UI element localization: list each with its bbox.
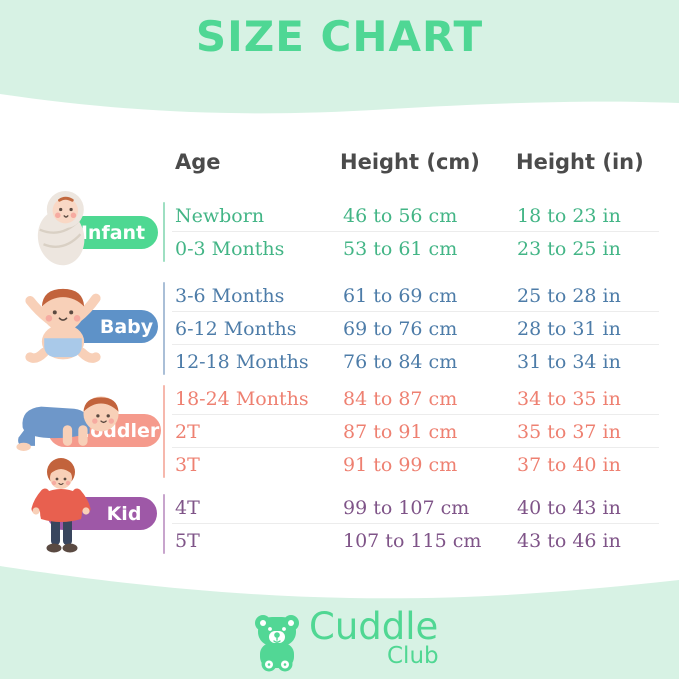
group-pill-label: Baby [99, 315, 154, 338]
column-header-height-cm: Height (cm) [340, 150, 480, 174]
size-row: 4T 99 to 107 cm 40 to 43 in [0, 491, 679, 524]
height-in-cell: 23 to 25 in [517, 237, 621, 260]
size-row: 5T 107 to 115 cm 43 to 46 in [0, 524, 679, 557]
height-cm-cell: 107 to 115 cm [343, 529, 482, 552]
height-cm-cell: 91 to 99 cm [343, 453, 458, 476]
size-row: 3T 91 to 99 cm 37 to 40 in [0, 448, 679, 481]
group-accent-line [163, 202, 165, 262]
teddy-bear-icon [250, 612, 306, 672]
size-group-baby: Baby 3-6 Months 61 to 69 cm 25 to 28 in 6-1… [0, 279, 679, 378]
toddler-crawling-illustration [8, 386, 128, 452]
height-cm-cell: 53 to 61 cm [343, 237, 458, 260]
age-cell: 3-6 Months [175, 284, 285, 307]
size-row: 2T 87 to 91 cm 35 to 37 in [0, 415, 679, 448]
height-cm-cell: 61 to 69 cm [343, 284, 458, 307]
brand-name: Cuddle [309, 605, 439, 648]
age-cell: 18-24 Months [175, 387, 309, 410]
height-in-cell: 18 to 23 in [517, 204, 621, 227]
size-rows-toddler: 18-24 Months 84 to 87 cm 34 to 35 in 2T 87 t… [0, 382, 679, 481]
age-cell: 6-12 Months [175, 317, 297, 340]
age-cell: 4T [175, 496, 200, 519]
height-in-cell: 35 to 37 in [517, 420, 621, 443]
age-cell: 2T [175, 420, 200, 443]
group-accent-line [163, 494, 165, 554]
size-row: 3-6 Months 61 to 69 cm 25 to 28 in [0, 279, 679, 312]
height-cm-cell: 87 to 91 cm [343, 420, 458, 443]
age-cell: 12-18 Months [175, 350, 309, 373]
size-rows-baby: 3-6 Months 61 to 69 cm 25 to 28 in 6-12 Mon… [0, 279, 679, 378]
height-cm-cell: 46 to 56 cm [343, 204, 458, 227]
group-pill-label: Kid [106, 502, 142, 525]
size-row: 12-18 Months 76 to 84 cm 31 to 34 in [0, 345, 679, 378]
height-cm-cell: 69 to 76 cm [343, 317, 458, 340]
size-group-infant: Infant Newborn 46 to 56 cm 18 to 23 in 0-3 … [0, 191, 679, 266]
size-row: 6-12 Months 69 to 76 cm 28 to 31 in [0, 312, 679, 345]
kid-standing-illustration [22, 457, 100, 561]
height-cm-cell: 76 to 84 cm [343, 350, 458, 373]
page-title: SIZE CHART [195, 12, 484, 61]
height-in-cell: 25 to 28 in [517, 284, 621, 307]
size-rows-kid: 4T 99 to 107 cm 40 to 43 in 5T 107 to 115 cm… [0, 491, 679, 557]
baby-arms-up-illustration [16, 279, 110, 367]
size-row: Newborn 46 to 56 cm 18 to 23 in [0, 199, 679, 232]
height-in-cell: 40 to 43 in [517, 496, 621, 519]
height-cm-cell: 84 to 87 cm [343, 387, 458, 410]
size-group-toddler: Toddler 18-24 Months 84 to 87 cm 34 to 35 … [0, 382, 679, 481]
column-header-height-in: Height (in) [516, 150, 644, 174]
height-in-cell: 34 to 35 in [517, 387, 621, 410]
height-in-cell: 37 to 40 in [517, 453, 621, 476]
size-row: 0-3 Months 53 to 61 cm 23 to 25 in [0, 232, 679, 265]
group-accent-line [163, 385, 165, 478]
size-rows-infant: Newborn 46 to 56 cm 18 to 23 in 0-3 Months 5… [0, 199, 679, 265]
brand-subname: Club [387, 643, 439, 669]
swaddled-infant-illustration [26, 186, 100, 270]
age-cell: 3T [175, 453, 200, 476]
height-cm-cell: 99 to 107 cm [343, 496, 470, 519]
age-cell: 5T [175, 529, 200, 552]
size-group-kid: Kid 4T 99 to 107 cm 40 to 43 in 5T 107 to 11… [0, 458, 679, 557]
column-header-age: Age [175, 150, 221, 174]
size-row: 18-24 Months 84 to 87 cm 34 to 35 in [0, 382, 679, 415]
height-in-cell: 31 to 34 in [517, 350, 621, 373]
group-accent-line [163, 282, 165, 375]
height-in-cell: 43 to 46 in [517, 529, 621, 552]
height-in-cell: 28 to 31 in [517, 317, 621, 340]
age-cell: Newborn [175, 204, 265, 227]
group-pill-label: Infant [80, 221, 146, 244]
age-cell: 0-3 Months [175, 237, 285, 260]
